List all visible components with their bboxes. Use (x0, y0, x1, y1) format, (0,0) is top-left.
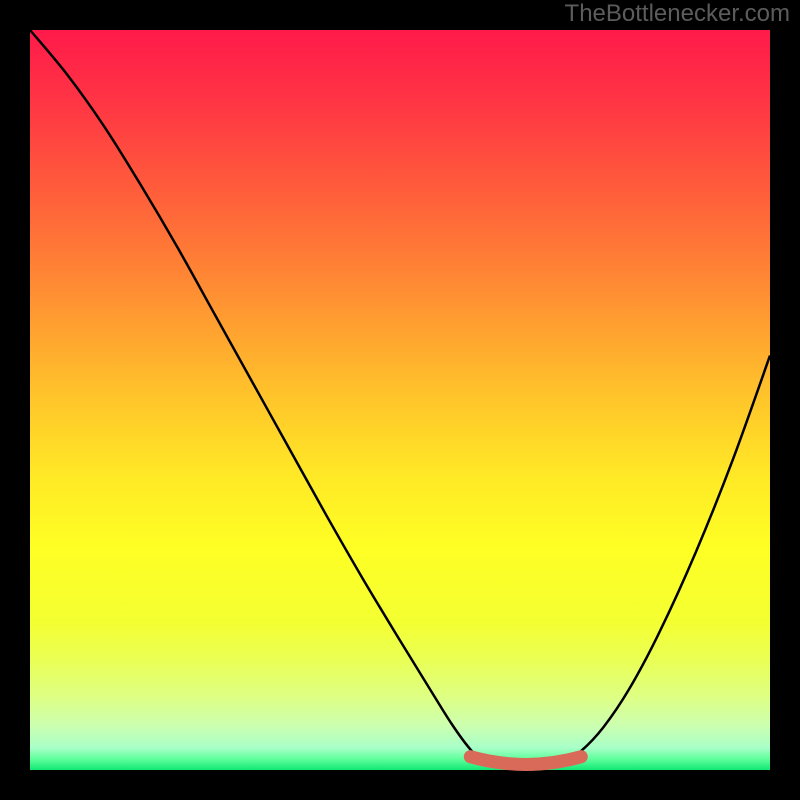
bottleneck-curve-chart (0, 0, 800, 800)
chart-container: TheBottlenecker.com (0, 0, 800, 800)
watermark-text: TheBottlenecker.com (565, 0, 790, 28)
plot-background (30, 30, 770, 770)
